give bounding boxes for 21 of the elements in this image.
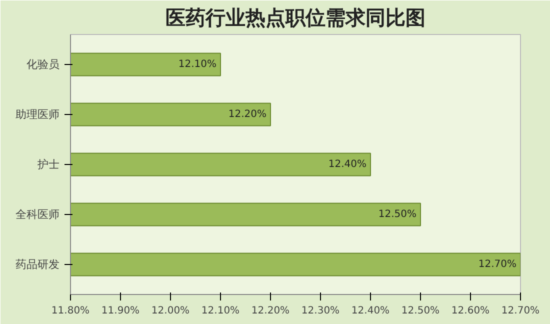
data-label: 12.10% bbox=[178, 59, 217, 70]
y-tick-label: 药品研发 bbox=[16, 258, 60, 271]
y-tick-label: 助理医师 bbox=[16, 108, 60, 121]
data-label: 12.40% bbox=[328, 159, 367, 170]
y-tick-label: 全科医师 bbox=[16, 208, 60, 221]
x-tick-label: 12.20% bbox=[251, 306, 290, 316]
data-label: 12.70% bbox=[478, 259, 517, 270]
data-label: 12.20% bbox=[228, 109, 267, 120]
x-tick-label: 12.50% bbox=[401, 306, 440, 316]
y-tick-label: 化验员 bbox=[26, 58, 60, 71]
x-tick-label: 11.90% bbox=[101, 306, 140, 316]
x-tick-label: 12.30% bbox=[301, 306, 340, 316]
data-label: 12.50% bbox=[378, 209, 417, 220]
x-tick-label: 12.70% bbox=[501, 306, 540, 316]
x-tick-label: 12.60% bbox=[451, 306, 490, 316]
x-tick-label: 12.00% bbox=[151, 306, 190, 316]
x-tick-label: 12.10% bbox=[201, 306, 240, 316]
y-tick-label: 护士 bbox=[36, 158, 60, 171]
x-tick-label: 12.40% bbox=[351, 306, 390, 316]
chart-title: 医药行业热点职位需求同比图 bbox=[166, 6, 426, 30]
x-tick-label: 11.80% bbox=[51, 306, 90, 316]
